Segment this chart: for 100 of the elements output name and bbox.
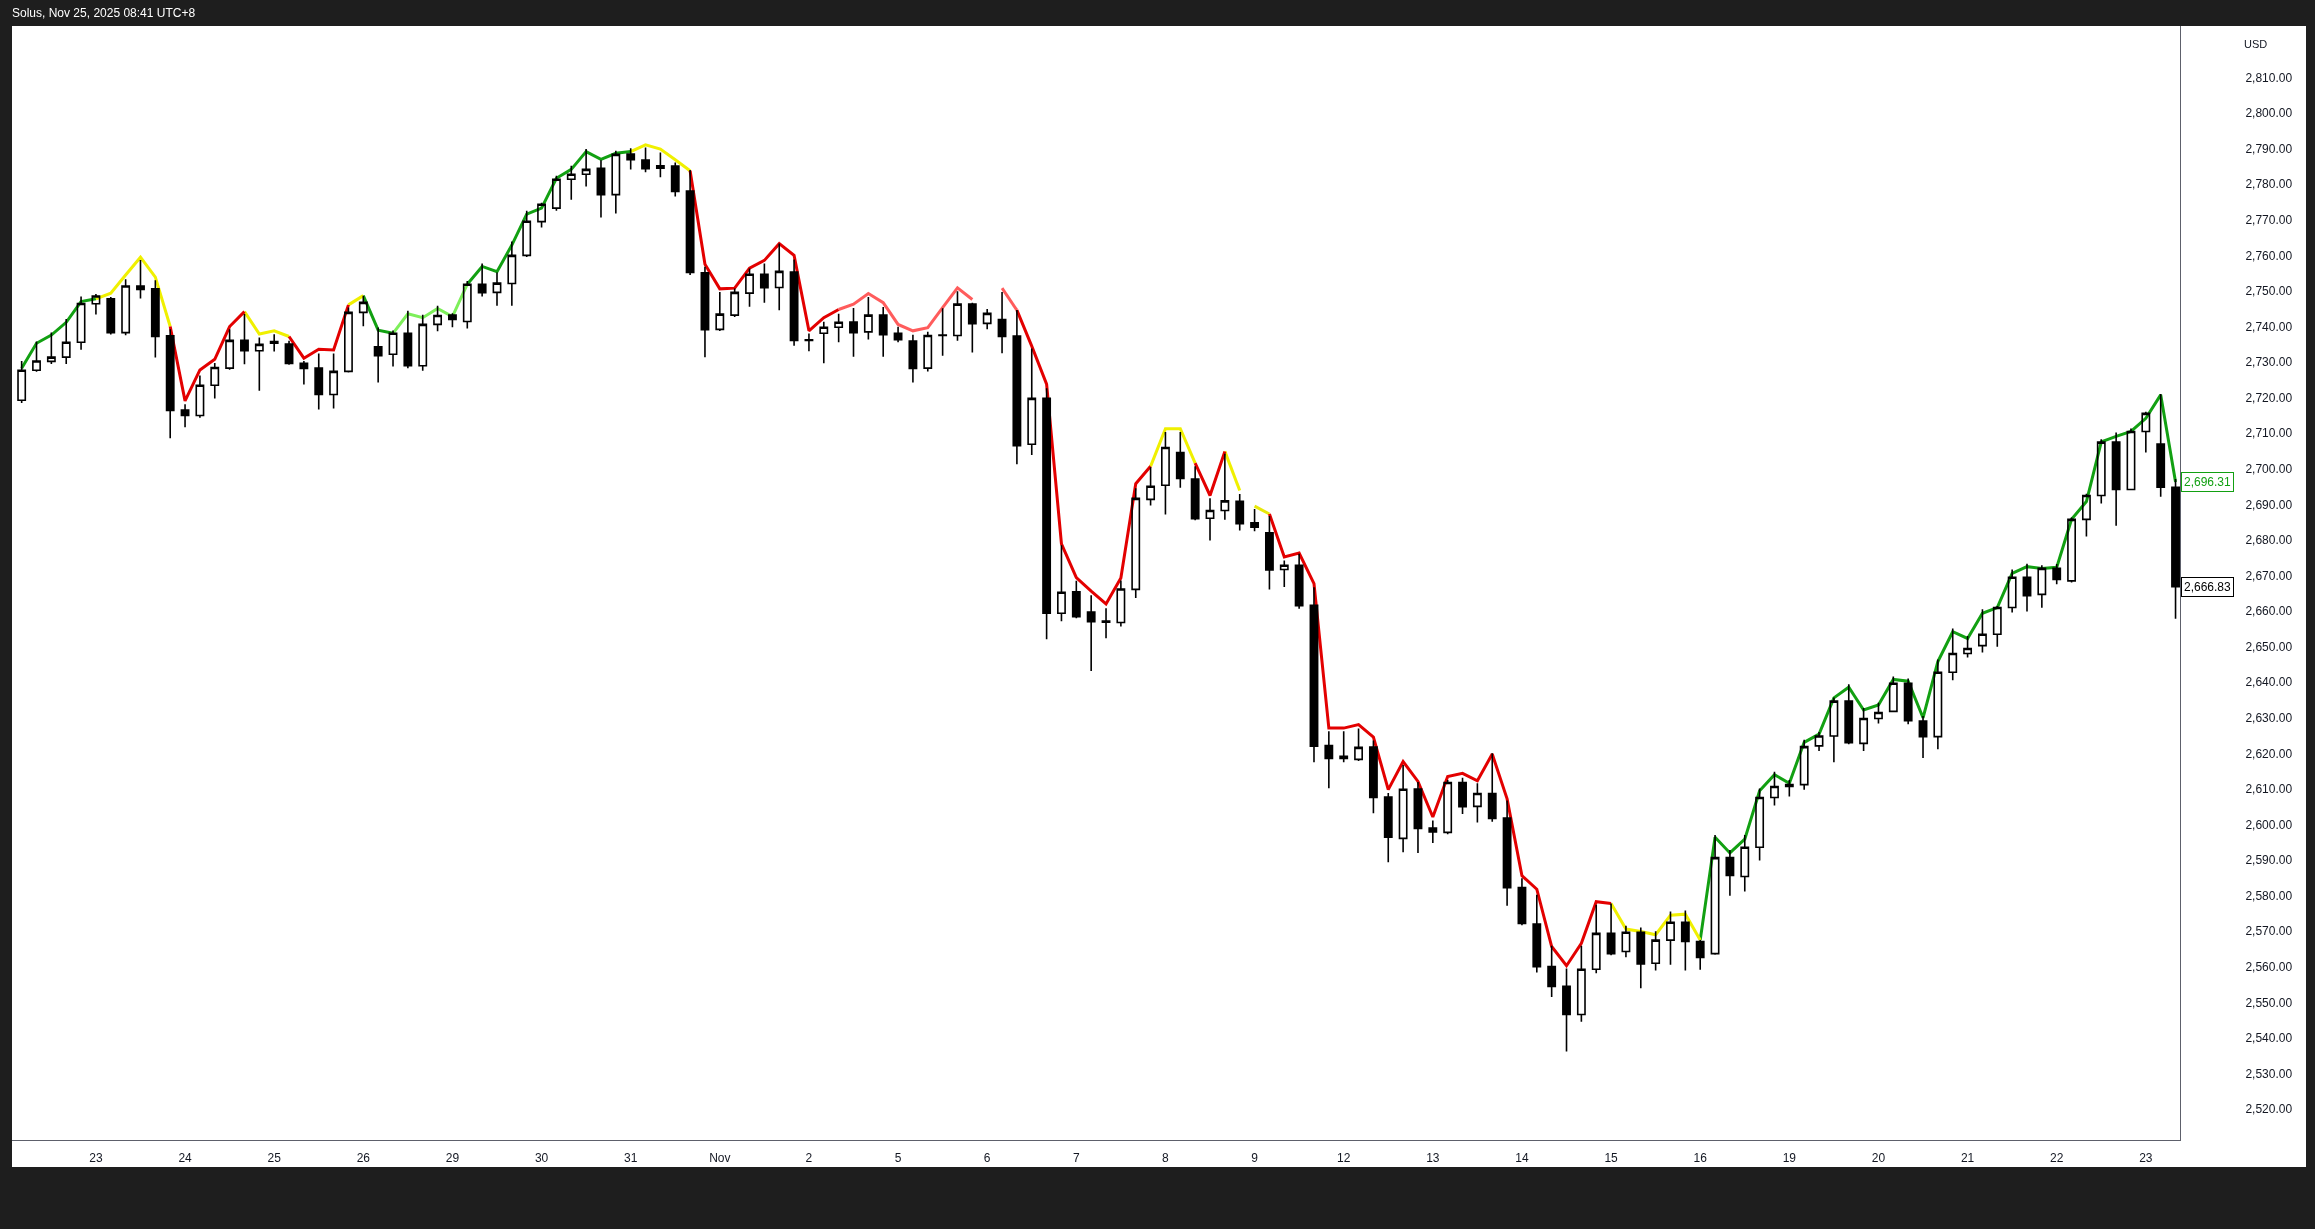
candlestick <box>1502 800 1512 906</box>
candlestick <box>1175 432 1185 488</box>
candlestick <box>1101 608 1111 639</box>
candlestick <box>1042 388 1052 640</box>
candlestick <box>1057 545 1066 622</box>
candlestick <box>1190 466 1200 521</box>
y-tick-label: 2,710.00 <box>2245 426 2293 441</box>
candlestick <box>1205 498 1215 541</box>
candlestick <box>789 259 799 346</box>
candlestick <box>1651 931 1661 971</box>
y-tick-label: 2,770.00 <box>2245 213 2293 228</box>
candlestick <box>819 321 829 364</box>
y-tick-label: 2,750.00 <box>2245 284 2293 299</box>
x-tick-label: 30 <box>534 1151 549 1166</box>
candlestick <box>730 288 740 318</box>
candlestick <box>299 362 309 385</box>
candlestick <box>700 266 710 358</box>
y-tick-label: 2,630.00 <box>2245 711 2293 725</box>
candlestick <box>967 302 977 353</box>
candlestick <box>1666 911 1675 965</box>
candlestick <box>685 169 695 276</box>
candlestick <box>908 334 918 383</box>
candlestick <box>1383 793 1393 863</box>
candlestick <box>210 363 220 399</box>
candlestick <box>1992 606 2002 647</box>
candlestick <box>1903 678 1913 725</box>
candlestick <box>581 148 591 187</box>
y-tick-label: 2,760.00 <box>2245 248 2293 263</box>
y-tick-label: 2,530.00 <box>2245 1066 2293 1081</box>
x-tick-label: 16 <box>1693 1151 1708 1166</box>
y-tick-label: 2,580.00 <box>2245 888 2293 903</box>
candlestick <box>1844 684 1854 745</box>
y-tick-label: 2,560.00 <box>2245 959 2293 974</box>
candlestick <box>1814 731 1824 751</box>
y-tick-label: 2,730.00 <box>2245 355 2293 370</box>
x-tick-label: 14 <box>1515 1151 1529 1166</box>
candlestick <box>477 263 487 297</box>
candlestick <box>388 330 398 367</box>
candlestick <box>938 308 948 356</box>
candlestick <box>254 337 264 391</box>
candlestick <box>269 334 279 352</box>
candlestick <box>314 353 324 410</box>
y-tick-label: 2,640.00 <box>2245 675 2293 690</box>
candlestick <box>2126 428 2136 491</box>
candlestick <box>1398 765 1408 853</box>
candlestick <box>1695 940 1705 970</box>
y-tick-label: 2,700.00 <box>2245 462 2293 477</box>
candlestick <box>1235 493 1245 531</box>
candlestick <box>1354 728 1363 761</box>
candlestick <box>1606 903 1616 956</box>
y-axis-title: USD <box>2244 38 2268 50</box>
candlestick <box>1948 628 1958 681</box>
candlestick <box>165 329 175 439</box>
candlestick <box>596 160 606 218</box>
candlestick <box>2096 439 2106 504</box>
candlestick <box>373 327 383 383</box>
candlestick <box>2037 565 2047 608</box>
candlestick <box>849 307 858 357</box>
x-tick-label: 26 <box>356 1151 371 1166</box>
x-tick-label: 24 <box>178 1151 193 1166</box>
candlestick <box>1027 348 1037 456</box>
candlestick <box>2007 569 2017 613</box>
candlestick <box>136 259 145 299</box>
candlestick <box>1428 820 1438 844</box>
candlestick <box>106 296 116 335</box>
y-tick-label: 2,550.00 <box>2245 995 2293 1010</box>
candlestick <box>225 329 235 370</box>
text: 2,666.83 <box>2184 580 2231 594</box>
candlestick <box>997 291 1007 354</box>
candlestick <box>284 340 294 365</box>
candlestick <box>507 241 517 306</box>
candlestick <box>418 314 428 371</box>
candlestick <box>878 306 888 357</box>
candlestick <box>1146 467 1156 506</box>
candlestick <box>2067 517 2076 583</box>
candlestick <box>1339 731 1349 763</box>
candlestick <box>2141 411 2151 453</box>
x-tick-label: 5 <box>894 1151 902 1166</box>
x-tick-label: 22 <box>2050 1151 2064 1166</box>
candlestick <box>1784 779 1794 797</box>
candlestick <box>655 152 665 178</box>
candlestick <box>611 150 621 214</box>
candlestick <box>447 314 457 328</box>
x-tick-label: 12 <box>1337 1151 1351 1166</box>
candlestick <box>195 375 205 418</box>
candlestick <box>1220 453 1230 520</box>
candlestick <box>180 404 190 428</box>
candlestick <box>1933 659 1943 750</box>
candlestick <box>893 326 903 343</box>
candlestick <box>1547 945 1557 998</box>
candlestick <box>863 296 873 340</box>
x-tick-label: 20 <box>1871 1151 1886 1166</box>
candlestick <box>551 175 561 211</box>
candlestick <box>1086 595 1096 671</box>
candlestick <box>46 332 56 364</box>
candlestick <box>1591 904 1601 974</box>
x-tick-label: 9 <box>1251 1151 1259 1166</box>
candlestick <box>240 314 249 365</box>
y-tick-label: 2,790.00 <box>2245 141 2293 156</box>
candlestick <box>91 294 101 315</box>
